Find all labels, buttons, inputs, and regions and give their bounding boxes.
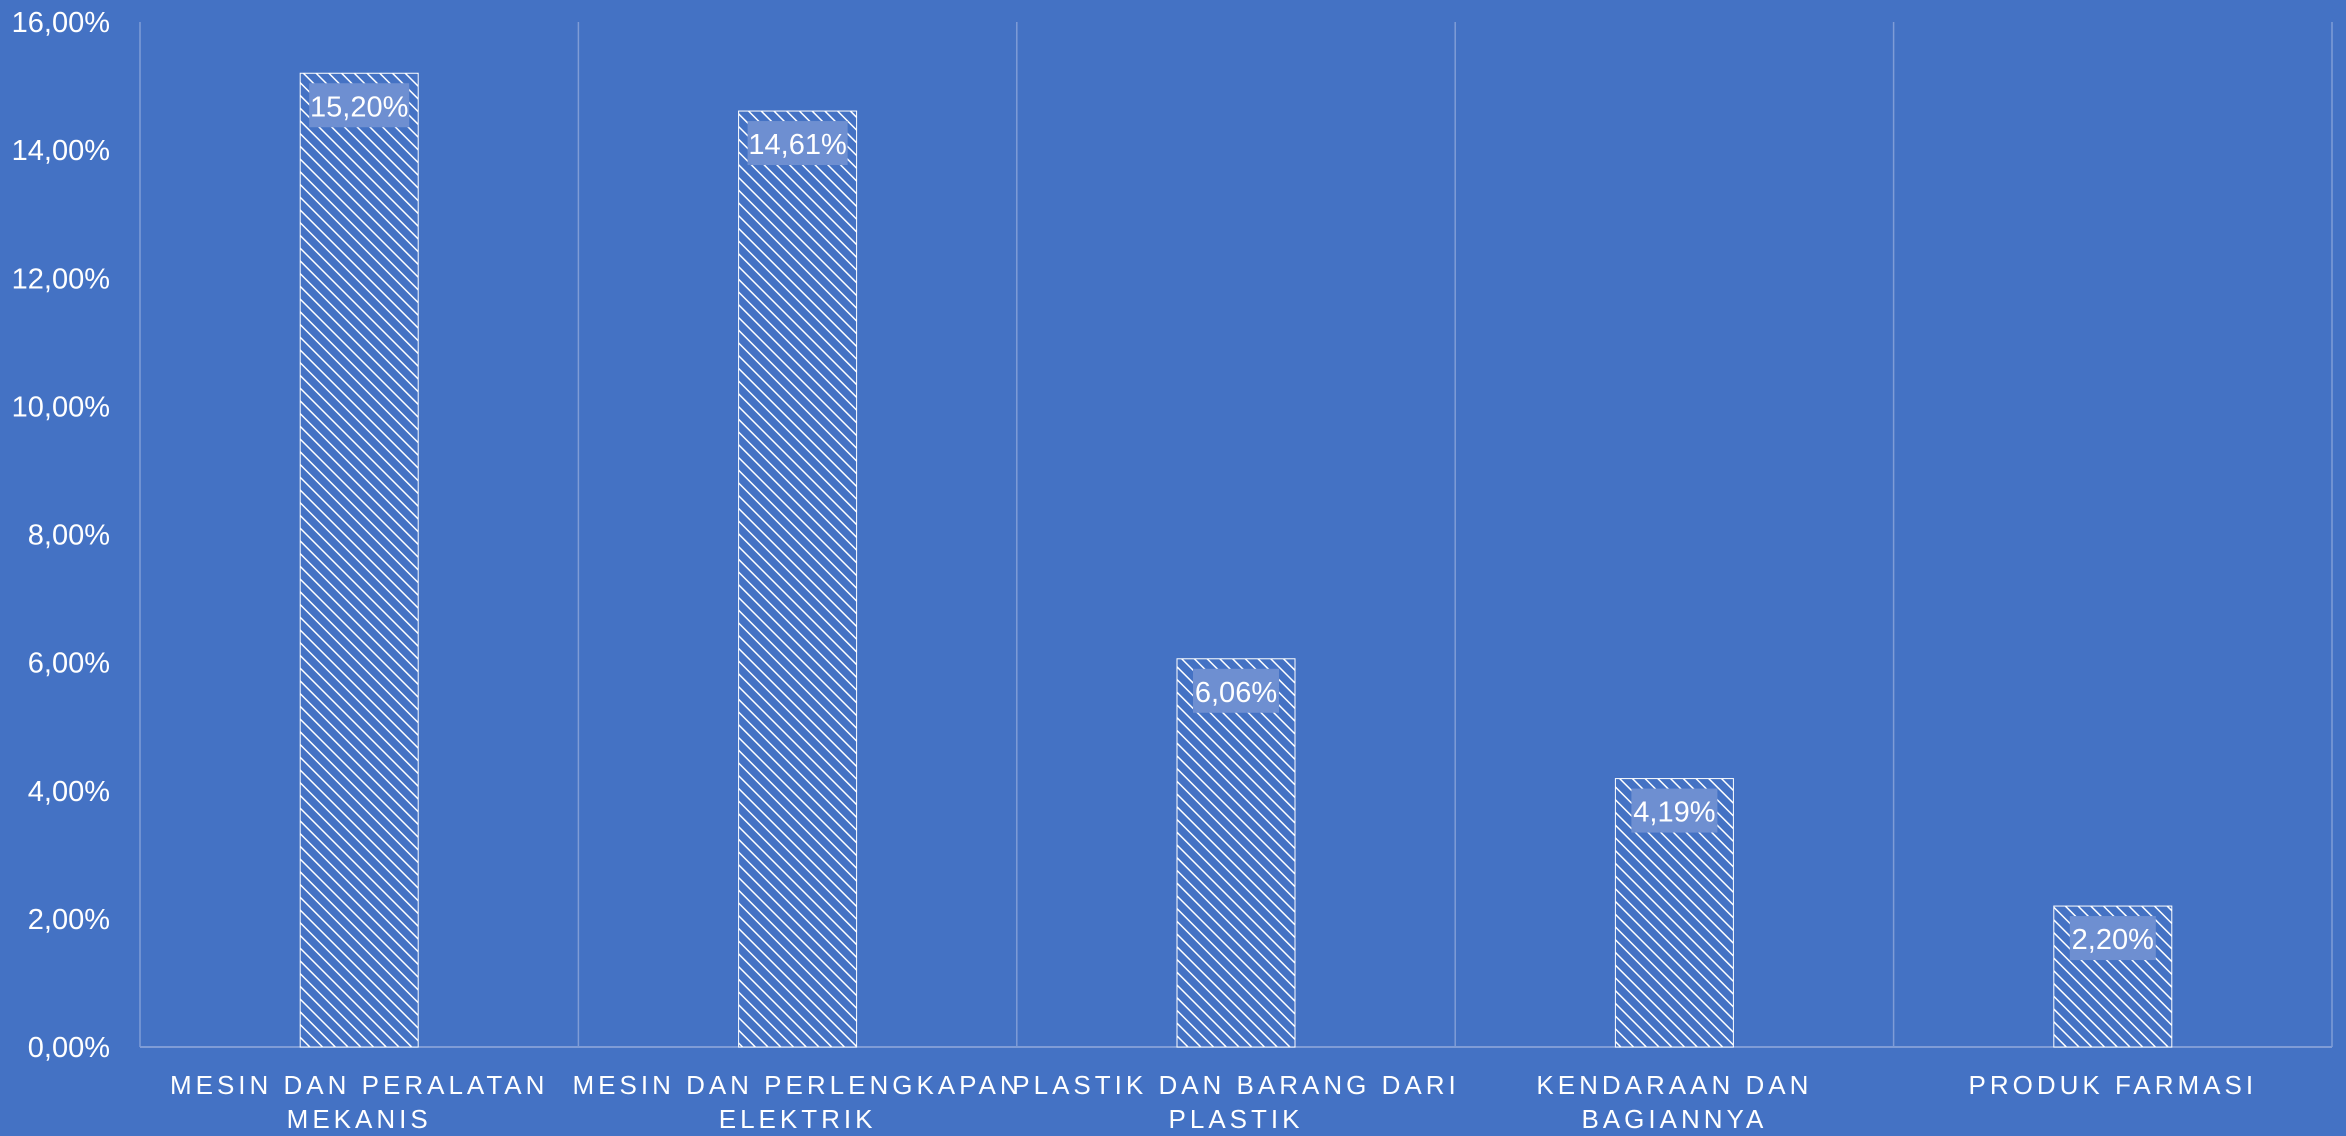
data-label-box xyxy=(1193,668,1279,713)
data-label: 15,20% xyxy=(310,91,408,123)
x-axis-labels: MESIN DAN PERALATAN MEKANIS MESIN DAN PERL… xyxy=(170,1070,2258,1134)
data-label-box xyxy=(747,121,848,166)
y-tick-label: 12,00% xyxy=(12,263,110,295)
x-tick-label: PLASTIK DAN BARANG DARI xyxy=(1012,1070,1459,1100)
x-tick-label: BAGIANNYA xyxy=(1582,1104,1768,1131)
y-tick-label: 0,00% xyxy=(28,1032,110,1064)
bar xyxy=(299,72,419,1048)
data-label: 2,20% xyxy=(2072,924,2154,956)
y-tick-label: 8,00% xyxy=(28,520,110,552)
x-tick-label: MESIN DAN PERLENGKAPAN xyxy=(573,1070,1023,1100)
data-label: 4,19% xyxy=(1633,797,1715,829)
x-tick-label: MEKANIS xyxy=(287,1104,432,1131)
data-label: 6,06% xyxy=(1195,677,1277,709)
grid-layer xyxy=(139,22,2333,1047)
x-tick-label: ELEKTRIK xyxy=(719,1104,877,1131)
data-label-box xyxy=(309,83,410,128)
x-tick-label: KENDARAAN DAN xyxy=(1536,1070,1812,1100)
data-label-box xyxy=(2069,916,2156,961)
bar-layer xyxy=(299,72,2173,1048)
data-label: 14,61% xyxy=(748,129,846,161)
x-tick-label: PRODUK FARMASI xyxy=(1969,1070,2258,1100)
y-tick-label: 16,00% xyxy=(12,7,110,39)
y-tick-label: 10,00% xyxy=(12,391,110,423)
y-axis-labels: 0,00% 2,00% 4,00% 6,00% 8,00% 10,00% 12,00% 14,… xyxy=(12,7,110,1064)
data-label-box xyxy=(1631,788,1718,833)
x-tick-label: PLASTIK xyxy=(1169,1104,1304,1131)
x-tick-label: MESIN DAN PERALATAN xyxy=(170,1070,548,1100)
y-tick-label: 6,00% xyxy=(28,648,110,680)
bar xyxy=(1176,658,1296,1048)
data-label-layer: 15,20% 14,61% 6,06% 4,19% 2,20% xyxy=(309,83,2156,961)
y-tick-label: 4,00% xyxy=(28,776,110,808)
bar xyxy=(738,110,858,1048)
y-tick-label: 2,00% xyxy=(28,904,110,936)
y-tick-label: 14,00% xyxy=(12,135,110,167)
